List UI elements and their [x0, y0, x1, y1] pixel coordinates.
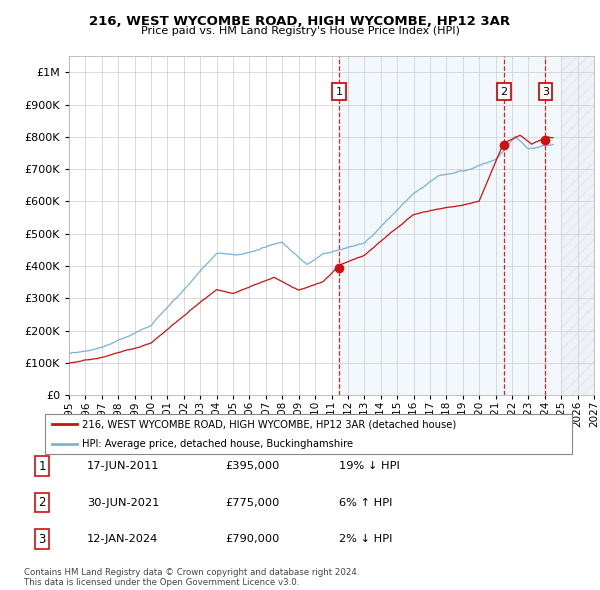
Text: 2: 2: [38, 496, 46, 509]
Bar: [561, 56, 594, 395]
Text: 2: 2: [500, 87, 508, 97]
Text: HPI: Average price, detached house, Buckinghamshire: HPI: Average price, detached house, Buck…: [82, 439, 353, 449]
Text: 3: 3: [38, 533, 46, 546]
FancyBboxPatch shape: [44, 414, 572, 454]
Text: £395,000: £395,000: [225, 461, 280, 471]
Bar: [561, 56, 594, 395]
Text: Price paid vs. HM Land Registry's House Price Index (HPI): Price paid vs. HM Land Registry's House …: [140, 26, 460, 36]
Text: 17-JUN-2011: 17-JUN-2011: [87, 461, 160, 471]
Text: 216, WEST WYCOMBE ROAD, HIGH WYCOMBE, HP12 3AR: 216, WEST WYCOMBE ROAD, HIGH WYCOMBE, HP…: [89, 15, 511, 28]
Text: 1: 1: [38, 460, 46, 473]
Text: 6% ↑ HPI: 6% ↑ HPI: [339, 498, 392, 507]
Text: £775,000: £775,000: [225, 498, 280, 507]
Text: 19% ↓ HPI: 19% ↓ HPI: [339, 461, 400, 471]
Text: £790,000: £790,000: [225, 535, 280, 544]
Text: 3: 3: [542, 87, 549, 97]
Text: 1: 1: [335, 87, 343, 97]
Text: 12-JAN-2024: 12-JAN-2024: [87, 535, 158, 544]
Bar: [339, 56, 561, 395]
Text: 2% ↓ HPI: 2% ↓ HPI: [339, 535, 392, 544]
Text: Contains HM Land Registry data © Crown copyright and database right 2024.
This d: Contains HM Land Registry data © Crown c…: [24, 568, 359, 587]
Text: 216, WEST WYCOMBE ROAD, HIGH WYCOMBE, HP12 3AR (detached house): 216, WEST WYCOMBE ROAD, HIGH WYCOMBE, HP…: [82, 419, 457, 429]
Text: 30-JUN-2021: 30-JUN-2021: [87, 498, 160, 507]
